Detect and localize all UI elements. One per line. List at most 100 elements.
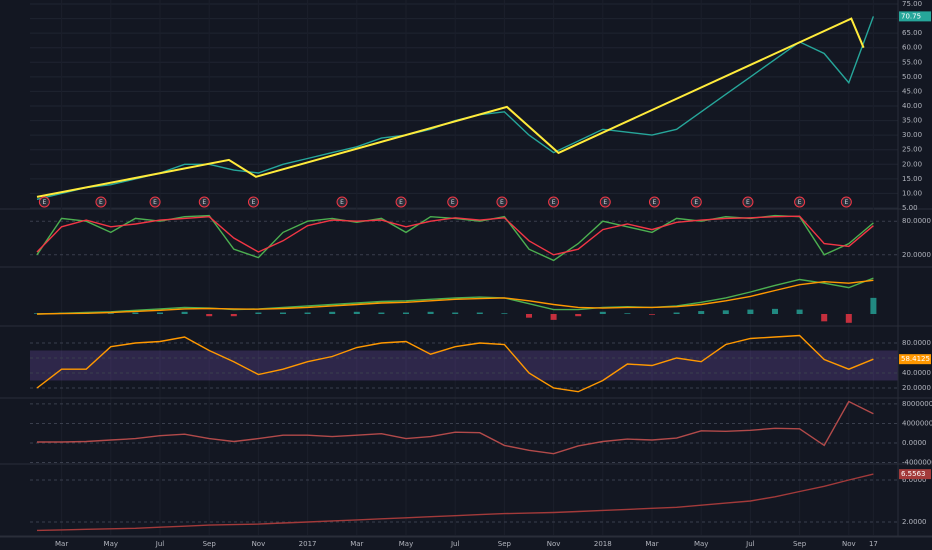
series-line — [37, 400, 874, 455]
x-tick-label: Sep — [793, 540, 807, 548]
event-marker — [447, 196, 459, 208]
histogram-bar — [132, 312, 139, 314]
event-label: E — [798, 199, 802, 206]
event-label: E — [252, 199, 256, 206]
x-tick-label: May — [694, 540, 708, 548]
x-tick-label: 2018 — [594, 540, 612, 548]
x-tick-label: Jul — [745, 540, 755, 548]
histogram-bar — [452, 312, 459, 314]
event-label: E — [399, 199, 403, 206]
x-tick-label: Sep — [203, 540, 217, 548]
histogram-bar — [821, 314, 828, 322]
event-label: E — [500, 199, 504, 206]
series-line — [36, 473, 874, 532]
event-label: E — [340, 199, 344, 206]
value-label: 58.4125 — [901, 355, 930, 363]
event-marker — [198, 196, 210, 208]
event-label: E — [451, 199, 455, 206]
histogram-bar — [526, 314, 532, 318]
histogram-bar — [747, 309, 754, 314]
event-marker — [149, 196, 161, 208]
histogram-bar — [107, 313, 114, 314]
y-tick-label: 10.00 — [902, 189, 922, 197]
x-tick-label: May — [399, 540, 413, 548]
histogram-bar — [501, 313, 508, 314]
x-tick-label: Mar — [645, 540, 658, 548]
y-tick-label: 80.0000 — [902, 339, 931, 347]
event-label: E — [694, 199, 698, 206]
y-tick-label: 20.00 — [902, 160, 922, 168]
y-tick-label: 35.00 — [902, 117, 922, 125]
event-marker — [840, 196, 852, 208]
y-tick-label: 20.0000 — [902, 251, 931, 259]
y-tick-label: 6.0000 — [902, 476, 927, 484]
histogram-bar — [722, 310, 729, 314]
event-label: E — [42, 199, 46, 206]
series-line — [36, 277, 874, 315]
series-line — [36, 215, 874, 256]
event-label: E — [844, 199, 848, 206]
y-tick-label: 55.00 — [902, 58, 922, 66]
event-marker — [247, 196, 259, 208]
y-tick-label: 50.00 — [902, 73, 922, 81]
event-marker — [496, 196, 508, 208]
series-line — [36, 279, 874, 315]
y-tick-label: 20.0000 — [902, 384, 931, 392]
x-tick-label: Mar — [350, 540, 363, 548]
event-label: E — [603, 199, 607, 206]
y-tick-label: -4000000.0000 — [902, 459, 932, 467]
x-tick-label: Nov — [842, 540, 856, 548]
x-tick-label: Nov — [547, 540, 561, 548]
histogram-bar — [206, 314, 213, 317]
y-tick-label: 40.0000 — [902, 369, 931, 377]
y-tick-label: 25.00 — [902, 146, 922, 154]
y-tick-label: 45.00 — [902, 87, 922, 95]
histogram-bar — [796, 309, 803, 314]
event-label: E — [552, 199, 556, 206]
histogram-bar — [230, 314, 237, 317]
x-tick-label: Sep — [498, 540, 512, 548]
histogram-bar — [772, 308, 778, 314]
event-label: E — [99, 199, 103, 206]
event-marker — [690, 196, 702, 208]
histogram-bar — [427, 311, 434, 314]
histogram-bar — [599, 311, 606, 314]
x-tick-label: 2017 — [299, 540, 317, 548]
histogram-bar — [550, 314, 557, 320]
histogram-bar — [624, 313, 631, 314]
event-marker — [648, 196, 660, 208]
y-tick-label: 65.00 — [902, 29, 922, 37]
x-tick-label: 17 — [869, 540, 878, 548]
y-tick-label: 75.00 — [902, 0, 922, 8]
y-tick-label: 15.00 — [902, 175, 922, 183]
event-marker — [95, 196, 107, 208]
event-label: E — [153, 199, 157, 206]
histogram-bar — [304, 312, 311, 314]
event-marker — [336, 196, 348, 208]
histogram-bar — [845, 314, 852, 323]
x-tick-label: Mar — [55, 540, 68, 548]
y-tick-label: 4000000.0000 — [902, 419, 932, 427]
histogram-bar — [157, 312, 163, 314]
value-label: 70.75 — [901, 12, 921, 20]
event-marker — [599, 196, 611, 208]
event-label: E — [746, 199, 750, 206]
event-label: E — [202, 199, 206, 206]
event-marker — [548, 196, 560, 208]
y-tick-label: 8000000.0000 — [902, 400, 932, 408]
y-tick-label: 80.0000 — [902, 217, 931, 225]
histogram-bar — [255, 312, 262, 314]
value-label-box — [899, 354, 931, 365]
value-label: 6.5563 — [901, 470, 926, 478]
event-marker — [742, 196, 754, 208]
histogram-bar — [673, 312, 680, 314]
value-label-box — [899, 11, 931, 22]
histogram-bar — [329, 311, 336, 314]
y-tick-label: 40.00 — [902, 102, 922, 110]
event-marker — [38, 196, 50, 208]
histogram-bar — [181, 311, 188, 314]
histogram-bar — [476, 312, 483, 314]
histogram-bar — [649, 314, 655, 315]
